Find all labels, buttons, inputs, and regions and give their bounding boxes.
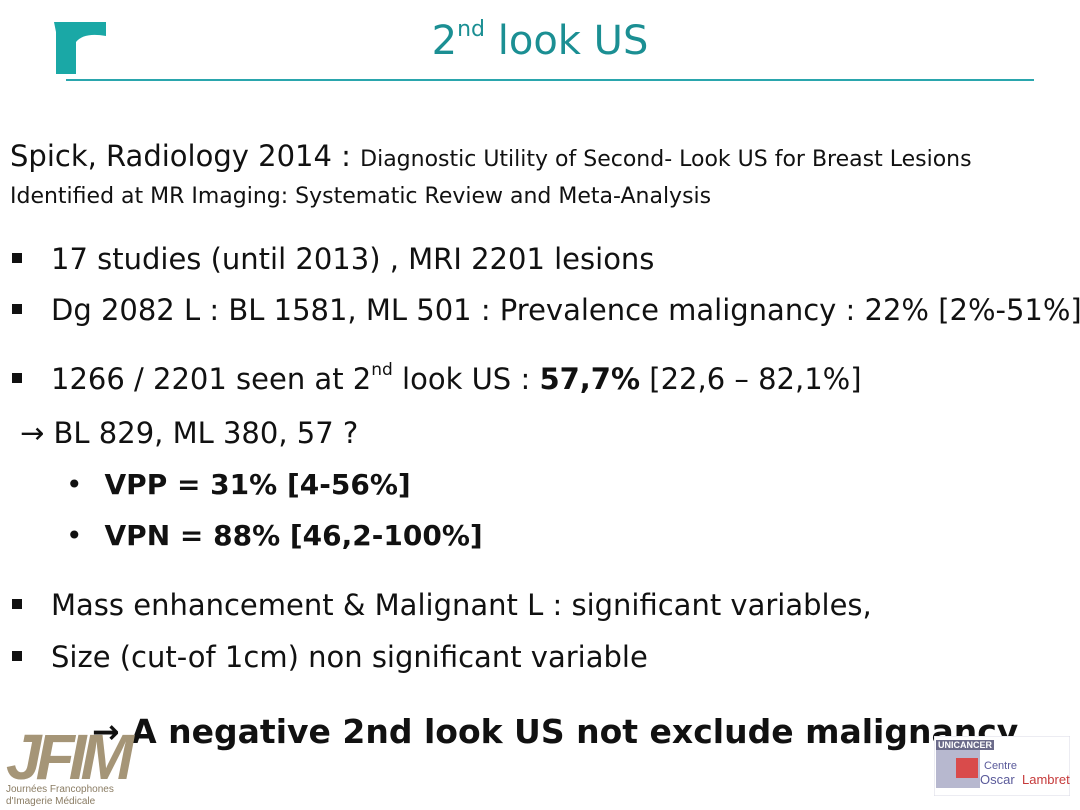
square-bullet-icon xyxy=(12,651,22,661)
square-bullet-icon xyxy=(12,599,22,609)
bullet-item: Mass enhancement & Malignant L : signifi… xyxy=(12,588,872,622)
jfim-subtitle-1: Journées Francophones xyxy=(6,784,114,795)
arrow-right-icon: → xyxy=(92,712,132,751)
bullet-item: 1266 / 2201 seen at 2nd look US : 57,7% … xyxy=(12,360,862,396)
square-bullet-icon xyxy=(12,253,22,263)
reference-detail: Diagnostic Utility of Second- Look US fo… xyxy=(10,147,972,209)
dot-bullet-icon: • xyxy=(66,519,83,552)
square-bullet-icon xyxy=(12,304,22,314)
dot-bullet-icon: • xyxy=(66,468,83,501)
jfim-logo: JFIM xyxy=(6,721,134,793)
square-bullet-icon xyxy=(12,373,22,383)
title-divider xyxy=(66,79,1034,81)
centre-label: Centre xyxy=(984,760,1018,772)
sub-bullet-vpn: • VPN = 88% [46,2-100%] xyxy=(66,519,483,552)
lambret-label: Lambret xyxy=(1022,772,1070,787)
bullet-item: Dg 2082 L : BL 1581, ML 501 : Prevalence… xyxy=(12,293,1080,327)
jfim-subtitle-2: d'Imagerie Médicale xyxy=(6,796,96,807)
sub-bullet-vpp: • VPP = 31% [4-56%] xyxy=(66,468,411,501)
conclusion: → A negative 2nd look US not exclude mal… xyxy=(92,712,1019,751)
oscar-label: Oscar xyxy=(980,772,1015,787)
unicancer-badge: UNICANCER xyxy=(936,740,994,750)
arrow-right-icon: → xyxy=(20,416,54,450)
reference-lead: Spick, Radiology 2014 : xyxy=(10,139,361,173)
bullet-item: Size (cut-of 1cm) non significant variab… xyxy=(12,640,648,674)
brand-logo-icon xyxy=(54,22,106,74)
reference-citation: Spick, Radiology 2014 : Diagnostic Utili… xyxy=(10,138,1070,216)
arrow-line: → BL 829, ML 380, 57 ? xyxy=(20,416,359,450)
page-title: 2nd look US xyxy=(431,16,649,64)
bullet-item: 17 studies (until 2013) , MRI 2201 lesio… xyxy=(12,242,654,276)
